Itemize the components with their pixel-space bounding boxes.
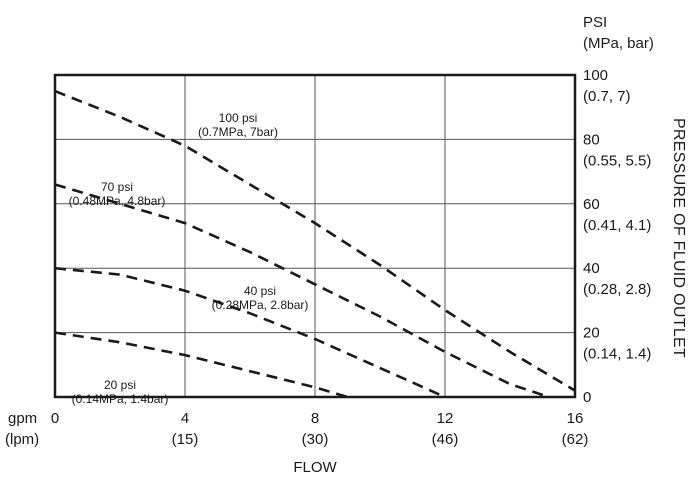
curve-sublabel-70-psi: (0.48MPa, 4.8bar) [69, 194, 166, 208]
y-tick-sublabel: (0.41, 4.1) [583, 217, 651, 234]
x-tick-label: 0 [51, 410, 59, 427]
curves [54, 89, 576, 399]
y-unit-primary: PSI [583, 14, 607, 31]
x-axis-ticks: 0 4 (15) 8 (30) 12 (46) 16 (62) [51, 410, 589, 448]
y-tick-sublabel: (0.14, 1.4) [583, 346, 651, 363]
y-tick-sublabel: (0.7, 7) [583, 88, 631, 105]
x-tick-label: 4 [181, 410, 189, 427]
curve-100-psi [54, 89, 576, 392]
y-unit-secondary: (MPa, bar) [583, 35, 654, 52]
y-tick-label: 20 [583, 325, 600, 342]
plot-frame [53, 73, 577, 399]
x-unit-secondary: (lpm) [5, 431, 39, 448]
curve-labels: 100 psi(0.7MPa, 7bar) 70 psi(0.48MPa, 4.8… [69, 111, 309, 406]
y-tick-sublabel: (0.55, 5.5) [583, 152, 651, 169]
curve-label-70-psi: 70 psi [101, 180, 133, 194]
y-tick-label: 60 [583, 196, 600, 213]
x-unit-primary: gpm [8, 410, 37, 427]
y-tick-sublabel: (0.28, 2.8) [583, 281, 651, 298]
x-tick-label: 16 [567, 410, 584, 427]
curve-label-20-psi: 20 psi [104, 378, 136, 392]
curve-label-100-psi: 100 psi [219, 111, 258, 125]
y-tick-label: 0 [583, 389, 591, 406]
y-tick-label: 80 [583, 131, 600, 148]
x-tick-sublabel: (30) [302, 431, 329, 448]
grid-lines [55, 75, 575, 397]
x-tick-label: 8 [311, 410, 319, 427]
curve-70-psi [54, 183, 550, 399]
x-axis-title: FLOW [293, 459, 337, 476]
curve-label-40-psi: 40 psi [244, 284, 276, 298]
curve-sublabel-20-psi: (0.14MPa, 1.4bar) [72, 392, 169, 406]
y-axis-ticks: 100 (0.7, 7) 80 (0.55, 5.5) 60 (0.41, 4.1) 40 (… [583, 67, 651, 406]
y-axis-title: PRESSURE OF FLUID OUTLET [670, 118, 687, 358]
x-tick-sublabel: (46) [432, 431, 459, 448]
x-tick-sublabel: (15) [172, 431, 199, 448]
x-tick-sublabel: (62) [562, 431, 589, 448]
curve-sublabel-40-psi: (0.28MPa, 2.8bar) [212, 298, 309, 312]
curve-sublabel-100-psi: (0.7MPa, 7bar) [198, 125, 278, 139]
x-tick-label: 12 [437, 410, 454, 427]
curve-20-psi [54, 331, 348, 399]
curve-40-psi [54, 266, 446, 399]
y-tick-label: 40 [583, 260, 600, 277]
y-tick-label: 100 [583, 67, 608, 84]
